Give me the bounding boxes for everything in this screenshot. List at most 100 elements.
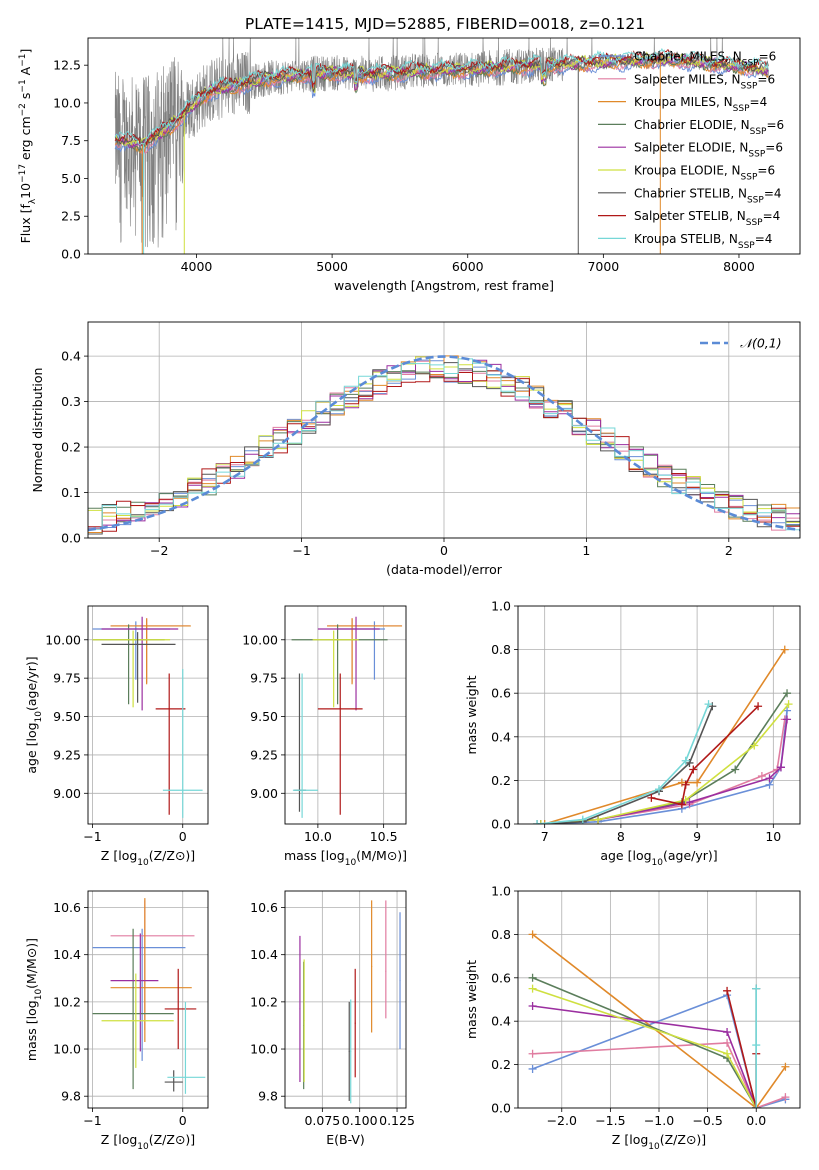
mass-vs-ebv-point-8 [350, 1050, 352, 1052]
weight-vs-z-marker-2-0 [528, 930, 537, 939]
legend-label-5: Kroupa ELODIE, NSSP=6 [634, 164, 775, 183]
residuals-xtick-label: 0 [440, 543, 448, 558]
weight-vs-age-marker-3-3 [731, 765, 740, 774]
spectrum-ytick-label: 7.5 [61, 133, 81, 148]
mass-vs-ebv-ytick-label: 10.2 [250, 994, 278, 1009]
mass-vs-z-ytick-label: 9.8 [61, 1089, 81, 1104]
mass-vs-ebv-xlabel: E(B-V) [326, 1132, 365, 1147]
age-vs-mass-xtick-label: 10.0 [304, 829, 332, 844]
weight-vs-age-marker-7-1 [677, 800, 686, 809]
residuals-legend: 𝒩(0,1) [700, 336, 782, 351]
weight-vs-z-ytick-label: 0.2 [491, 1057, 511, 1072]
weight-vs-z-xtick-label: −1.0 [644, 1113, 674, 1128]
legend-label-0: Chabrier MILES, NSSP=6 [634, 50, 776, 69]
age-vs-z-xtick-label: −1 [83, 829, 101, 844]
age-vs-mass-ytick-label: 10.00 [242, 632, 278, 647]
age-vs-z-ytick-label: 10.00 [45, 632, 81, 647]
legend-label-3: Chabrier ELODIE, NSSP=6 [634, 118, 784, 137]
mass-vs-ebv-point-1 [385, 970, 387, 972]
weight-vs-age-ytick-label: 0.6 [491, 686, 511, 701]
mass-vs-z-point-4 [139, 980, 141, 982]
weight-vs-z-marker-3-0 [528, 973, 537, 982]
weight-vs-age-series-2 [544, 649, 786, 824]
weight-vs-z-marker-8-2 [752, 1041, 761, 1050]
weight-vs-z-marker-1-3 [781, 1093, 790, 1102]
mass-vs-z-ylabel: mass [log10(M/M⊙)] [24, 938, 44, 1061]
weight-vs-z-series-7 [726, 990, 757, 1108]
figure-title: PLATE=1415, MJD=52885, FIBERID=0018, z=0… [245, 15, 645, 33]
weight-vs-age-marker-7-2 [681, 780, 690, 789]
spectrum-xtick-label: 6000 [452, 259, 484, 274]
weight-vs-age-panel: 7 8 9 10 0.0 0.2 0.4 0.6 0.8 1.0 age [log10(age/yr… [464, 599, 801, 868]
spectrum-xtick-label: 5000 [316, 259, 348, 274]
age-vs-z-ytick-label: 9.75 [53, 671, 81, 686]
residuals-panel: −2 −1 0 1 2 0.0 0.1 0.2 0.3 0.4 (data-model)/error… [30, 321, 801, 577]
age-vs-mass-frame [284, 605, 407, 825]
weight-vs-age-marker-8-2 [655, 785, 663, 794]
residuals-xtick-label: −1 [292, 543, 310, 558]
age-vs-mass-plot-area [285, 606, 406, 824]
weight-vs-age-plot-area [518, 606, 800, 824]
spectrum-legend: Chabrier MILES, NSSP=6 Salpeter MILES, NS… [598, 50, 784, 251]
residuals-legend-label: 𝒩(0,1) [740, 336, 782, 351]
weight-vs-age-marker-5-0 [536, 820, 545, 824]
residuals-xtick-label: 2 [725, 543, 733, 558]
age-vs-mass-xtick-label: 10.5 [370, 829, 398, 844]
legend-label-8: Kroupa STELIB, NSSP=4 [634, 232, 772, 251]
age-vs-mass-point-5 [333, 639, 335, 641]
weight-vs-age-marker-2-3 [780, 645, 789, 654]
age-vs-z-point-2 [146, 625, 148, 627]
mass-vs-z-point-2 [144, 987, 146, 989]
age-vs-mass-point-2 [351, 625, 353, 627]
weight-vs-age-marker-7-0 [647, 793, 656, 802]
weight-vs-age-marker-4-3 [765, 774, 774, 783]
residuals-ylabel: Normed distribution [30, 368, 45, 493]
spectrum-frame [87, 37, 801, 255]
weight-vs-z-ytick-label: 0.6 [491, 970, 511, 985]
weight-vs-age-marker-4-4 [776, 763, 785, 772]
spectrum-xtick-label: 7000 [587, 259, 619, 274]
age-vs-z-plot-area [88, 606, 208, 824]
mass-vs-z-frame [87, 890, 209, 1109]
weight-vs-age-ytick-label: 0.4 [491, 729, 511, 744]
weight-vs-age-marker-3-4 [783, 689, 792, 698]
weight-vs-age-marker-2-2 [693, 778, 702, 787]
mass-vs-ebv-ytick-label: 10.0 [250, 1042, 278, 1057]
residuals-frame [87, 321, 801, 539]
weight-vs-age-marker-8-3 [681, 756, 690, 765]
weight-vs-age-marker-4-5 [783, 715, 792, 724]
mass-vs-z-ytick-label: 10.4 [53, 947, 81, 962]
age-vs-mass-point-7 [339, 708, 341, 710]
weight-vs-age-xtick-label: 9 [693, 829, 701, 844]
mass-vs-z-panel: −1 0 9.8 10.0 10.2 10.4 10.6 Z [log10(Z/Z⊙)] mas… [24, 890, 209, 1152]
age-vs-z-xlabel: Z [log10(Z/Z⊙)] [101, 848, 195, 868]
age-vs-z-ylabel: age [log10(age/yr)] [24, 656, 44, 773]
weight-vs-z-ytick-label: 0.0 [491, 1101, 511, 1116]
age-vs-mass-xlabel: mass [log10(M/M⊙)] [284, 848, 407, 868]
residuals-xtick-label: 1 [582, 543, 590, 558]
weight-vs-age-frame [517, 605, 801, 825]
mass-vs-ebv-point-4 [299, 1008, 301, 1010]
weight-vs-age-marker-7-3 [689, 765, 698, 774]
weight-vs-age-marker-5-4 [784, 700, 793, 709]
weight-vs-z-xtick-label: −1.5 [595, 1113, 625, 1128]
mass-vs-z-ytick-label: 10.0 [53, 1042, 81, 1057]
weight-vs-z-marker-2-2 [781, 1062, 790, 1071]
mass-vs-z-point-6 [173, 1081, 175, 1083]
weight-vs-z-frame [517, 890, 801, 1109]
weight-vs-age-ylabel: mass weight [464, 675, 479, 754]
residuals-ytick-label: 0.4 [61, 349, 81, 364]
weight-vs-z-marker-8-1 [752, 1104, 761, 1108]
weight-vs-age-marker-0-5 [783, 706, 792, 715]
legend-label-7: Salpeter STELIB, NSSP=4 [634, 209, 780, 228]
spectrum-model-line-5 [115, 51, 769, 146]
mass-vs-ebv-point-5 [303, 1020, 305, 1022]
weight-vs-z-marker-5-0 [528, 984, 537, 993]
spectrum-ytick-label: 0.0 [61, 247, 81, 262]
spectrum-model-line-8 [114, 47, 769, 146]
mass-vs-z-xtick-label: −1 [83, 1113, 101, 1128]
age-vs-mass-ytick-label: 9.50 [250, 709, 278, 724]
weight-vs-age-marker-5-3 [750, 741, 759, 750]
weight-vs-age-marker-8-1 [578, 815, 587, 824]
